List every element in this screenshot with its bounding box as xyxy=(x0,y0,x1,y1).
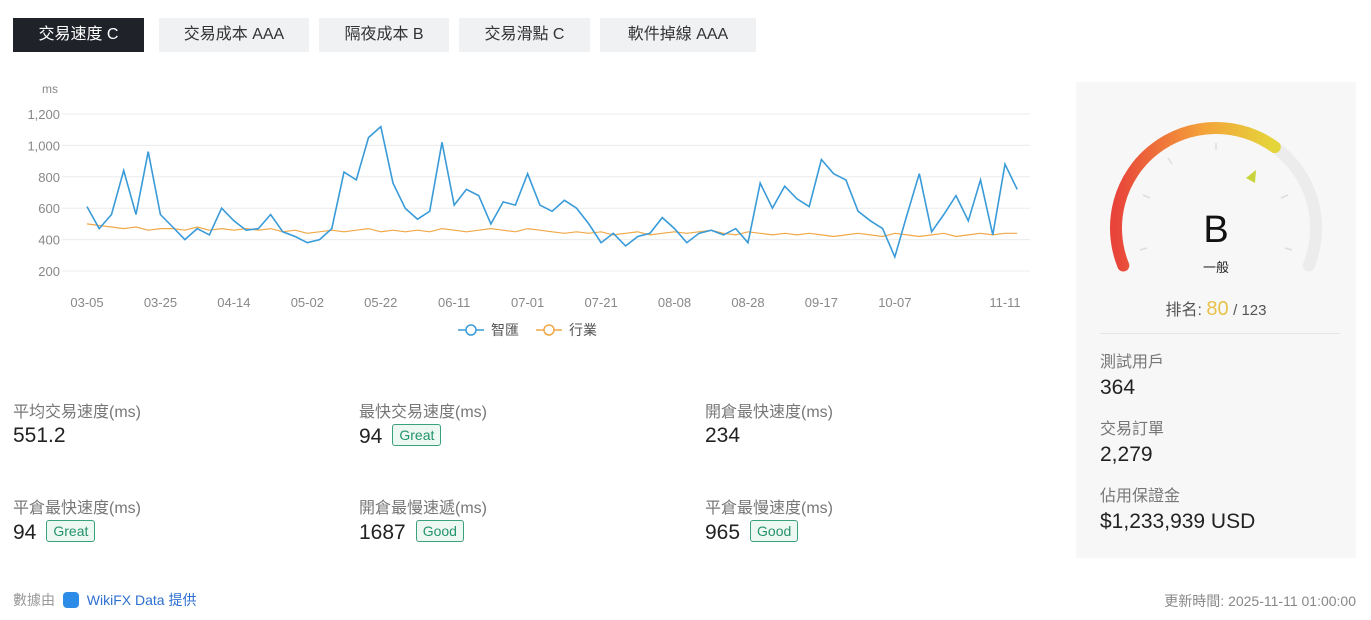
updated: 更新時間: 2025-11-11 01:00:00 xyxy=(1164,593,1356,609)
side-value: $1,233,939 USD xyxy=(1100,510,1256,533)
x-tick-label: 04-14 xyxy=(217,295,250,310)
gauge-arc xyxy=(1110,121,1281,272)
x-tick-label: 07-01 xyxy=(511,295,544,310)
x-tick-label: 08-28 xyxy=(731,295,764,310)
stat-row: 965 Good xyxy=(705,520,799,545)
x-tick-label: 09-17 xyxy=(805,295,838,310)
tab[interactable]: 隔夜成本 B xyxy=(319,18,449,52)
tab[interactable]: 交易滑點 C xyxy=(459,18,590,52)
x-tick-label: 07-21 xyxy=(584,295,617,310)
x-tick-label: 03-25 xyxy=(144,295,177,310)
chart: ms 200 400 600 800 1,000 1,200 03-05 03-25 04-14… xyxy=(27,82,1030,338)
y-tick-label: 600 xyxy=(38,201,60,216)
stat-row: 94 Great xyxy=(13,520,96,545)
stat-label: 開倉最快速度(ms) xyxy=(705,404,833,421)
tab[interactable]: 交易成本 AAA xyxy=(159,18,309,52)
x-tick-label: 05-02 xyxy=(291,295,324,310)
y-tick-label: 800 xyxy=(38,170,60,185)
tab[interactable]: 交易速度 C xyxy=(13,18,144,52)
footer-source: 數據由 WikiFX Data 提供 xyxy=(13,590,196,610)
legend-marker xyxy=(543,324,555,336)
stat-badge: Great xyxy=(46,520,96,542)
side-label: 測試用戶 xyxy=(1100,354,1165,371)
stat-row: 234 xyxy=(705,424,740,448)
rank-label: 排名: xyxy=(1165,302,1202,319)
stat-badge: Good xyxy=(750,520,799,542)
y-tick-label: 1,200 xyxy=(27,107,60,122)
legend-label: 智匯 xyxy=(491,322,519,338)
y-tick-label: 200 xyxy=(38,264,60,279)
side-label: 佔用保證金 xyxy=(1100,488,1181,505)
side-value: 2,279 xyxy=(1100,443,1153,466)
line-series xyxy=(86,223,1018,238)
stat-row: 551.2 xyxy=(13,424,66,448)
stat-value: 234 xyxy=(705,424,741,447)
rank-value: 80 xyxy=(1206,298,1229,320)
gauge: B 一般 xyxy=(1110,121,1322,275)
side-label: 交易訂單 xyxy=(1100,421,1165,438)
stat-label: 平倉最快速度(ms) xyxy=(13,500,141,517)
gauge-ticks xyxy=(1139,143,1293,251)
x-tick-label: 06-11 xyxy=(438,295,470,310)
rank: 排名: 80 / 123 xyxy=(1076,296,1356,321)
stat-row: 94 Great xyxy=(359,424,442,449)
grade-text: 一般 xyxy=(1203,260,1229,275)
x-tick-label: 03-05 xyxy=(70,295,103,310)
stat-badge: Great xyxy=(392,424,442,446)
x-tick-label: 05-22 xyxy=(364,295,397,310)
stat-badge: Good xyxy=(415,520,464,542)
tab[interactable]: 軟件掉線 AAA xyxy=(600,18,756,52)
y-tick-label: 1,000 xyxy=(27,138,60,153)
stat-value: 1687 xyxy=(359,521,406,544)
source-prefix: 數據由 xyxy=(13,592,55,608)
stat-value: 94 xyxy=(359,425,383,448)
side-value: 364 xyxy=(1100,376,1136,399)
legend-label: 行業 xyxy=(569,322,597,338)
divider xyxy=(1100,333,1340,334)
source-icon xyxy=(62,592,79,608)
source-link[interactable]: WikiFX Data 提供 xyxy=(86,592,197,608)
stat-value: 965 xyxy=(705,521,741,544)
y-tick-label: 400 xyxy=(38,233,60,248)
stat-value: 94 xyxy=(13,521,37,544)
grade: B xyxy=(1203,209,1228,251)
x-tick-label: 10-07 xyxy=(878,295,911,310)
y-unit: ms xyxy=(42,82,58,96)
line-series xyxy=(86,125,1018,260)
stat-row: 1687 Good xyxy=(359,520,464,545)
x-tick-label: 11-11 xyxy=(989,295,1020,310)
stat-label: 最快交易速度(ms) xyxy=(359,404,487,421)
stat-label: 開倉最慢速遞(ms) xyxy=(359,500,487,517)
gauge-pointer xyxy=(1246,170,1256,183)
stat-label: 平均交易速度(ms) xyxy=(13,404,141,421)
rank-total: / 123 xyxy=(1233,302,1267,319)
stat-value: 551.2 xyxy=(13,424,66,447)
stat-label: 平倉最慢速度(ms) xyxy=(705,500,833,517)
side-panel xyxy=(1076,82,1356,558)
x-tick-label: 08-08 xyxy=(658,295,691,310)
legend-marker xyxy=(465,324,477,336)
